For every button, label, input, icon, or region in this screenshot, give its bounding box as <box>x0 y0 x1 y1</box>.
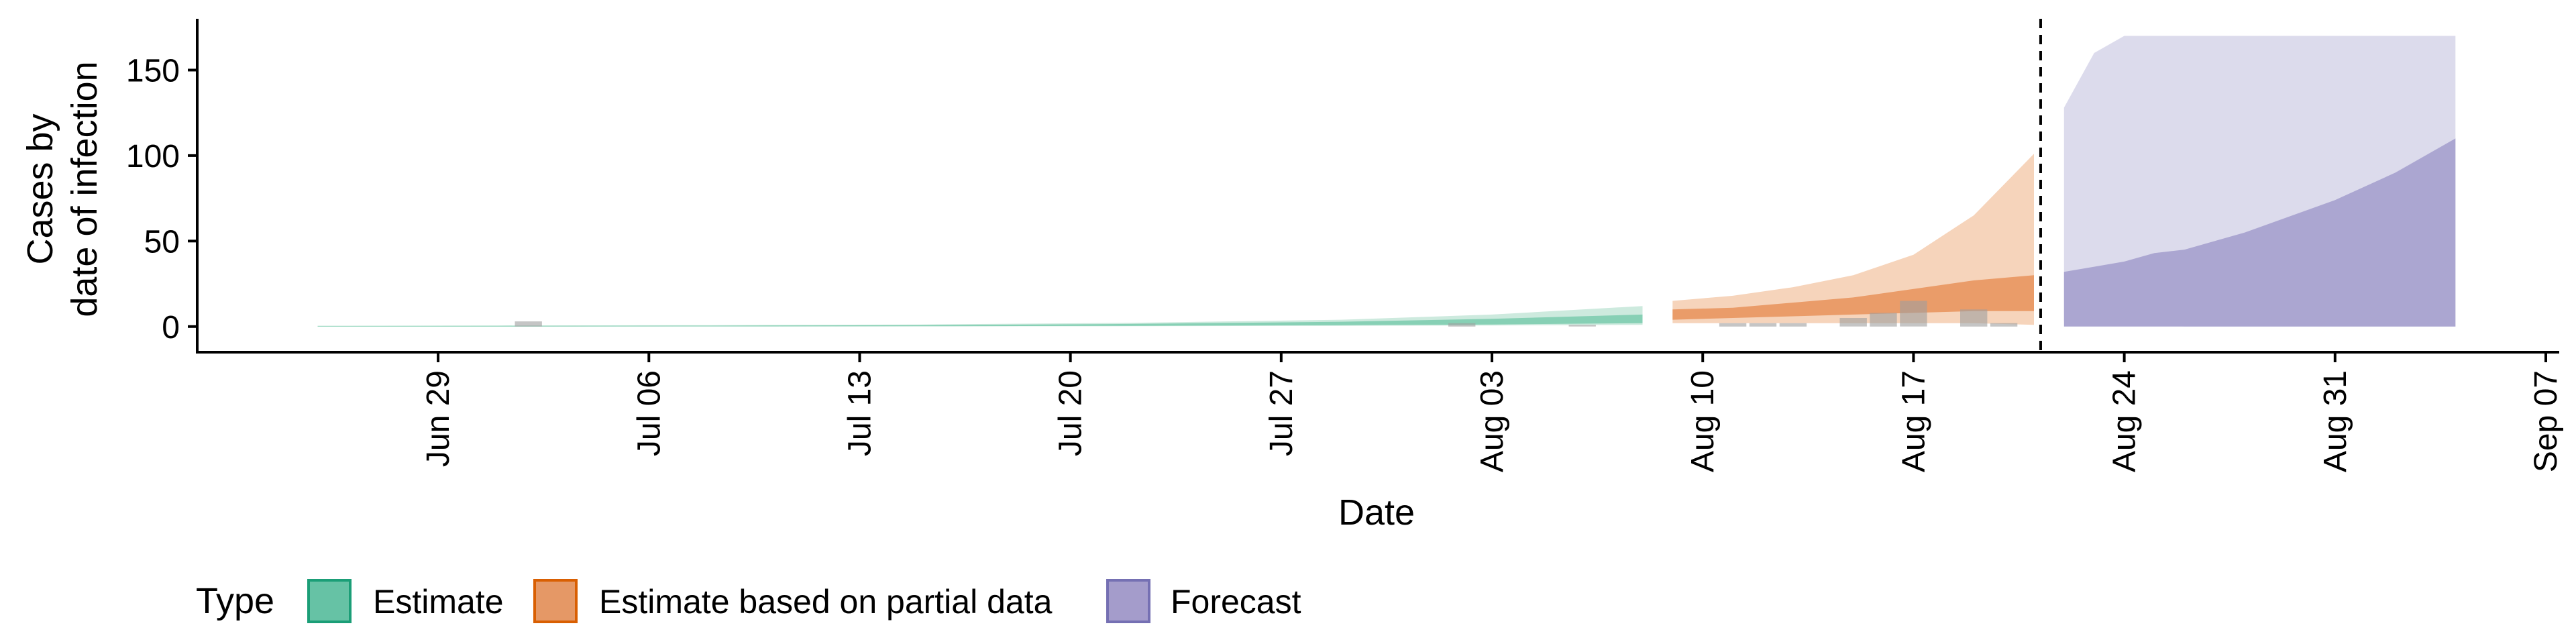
legend: Type Estimate Estimate based on partial … <box>196 579 1301 623</box>
observed-bar <box>1779 323 1807 327</box>
observed-bar <box>1749 323 1777 327</box>
observed-bar <box>1900 301 1927 327</box>
x-tick-label: Jul 27 <box>1264 370 1299 456</box>
y-axis-title-line-2: date of infection <box>64 61 105 317</box>
plot-area <box>317 19 2456 352</box>
x-tick-label: Jul 06 <box>631 370 667 456</box>
y-tick-label: 100 <box>126 139 180 174</box>
legend-title: Type <box>196 581 274 621</box>
x-tick-label: Aug 17 <box>1896 370 1931 472</box>
observed-bar <box>1990 323 2018 327</box>
x-tick-label: Aug 31 <box>2318 370 2353 472</box>
observed-bar <box>1870 313 1897 327</box>
x-tick-label: Jul 13 <box>842 370 877 456</box>
observed-bar <box>515 321 542 327</box>
y-ticks: 0 50 100 150 <box>126 53 197 345</box>
ribbon-inner-forecast <box>2063 138 2456 327</box>
x-tick-label: Jul 20 <box>1053 370 1089 456</box>
ribbon-inner-estimate <box>317 314 1643 327</box>
y-axis-title-line-1: Cases by <box>20 113 60 264</box>
axes: 0 50 100 150 Jun 29 Jul 06 Jul 13 Jul 20 Jul 27… <box>126 19 2564 472</box>
legend-swatch-partial <box>533 579 578 623</box>
legend-label-partial: Estimate based on partial data <box>599 583 1053 621</box>
ribbon-inner-estimate-based-on-partial-data <box>1672 275 2034 320</box>
legend-swatch-forecast <box>1106 579 1150 623</box>
ribbon-outer-estimate <box>317 306 1643 327</box>
observed-bar <box>1448 323 1476 327</box>
x-tick-label: Aug 03 <box>1474 370 1510 472</box>
x-ticks: Jun 29 Jul 06 Jul 13 Jul 20 Jul 27 Aug 03 Aug … <box>421 352 2564 472</box>
legend-label-forecast: Forecast <box>1171 583 1301 621</box>
y-tick-label: 0 <box>162 310 180 345</box>
ribbon-outer-estimate-based-on-partial-data <box>1672 154 2034 325</box>
x-tick-label: Sep 07 <box>2528 370 2564 472</box>
legend-label-estimate: Estimate <box>373 583 504 621</box>
ribbons <box>317 36 2456 327</box>
observed-bar <box>1719 323 1747 327</box>
observed-bar <box>1568 325 1596 327</box>
y-tick-label: 50 <box>144 224 180 260</box>
legend-swatch-estimate <box>307 579 352 623</box>
observed-bar <box>1839 318 1867 327</box>
observed-bars <box>515 301 2018 327</box>
x-tick-label: Aug 24 <box>2107 370 2143 472</box>
x-axis-title: Date <box>1338 492 1415 533</box>
observed-bar <box>1960 309 1988 327</box>
y-tick-label: 150 <box>126 53 180 89</box>
x-tick-label: Jun 29 <box>421 370 456 467</box>
x-tick-label: Aug 10 <box>1685 370 1721 472</box>
